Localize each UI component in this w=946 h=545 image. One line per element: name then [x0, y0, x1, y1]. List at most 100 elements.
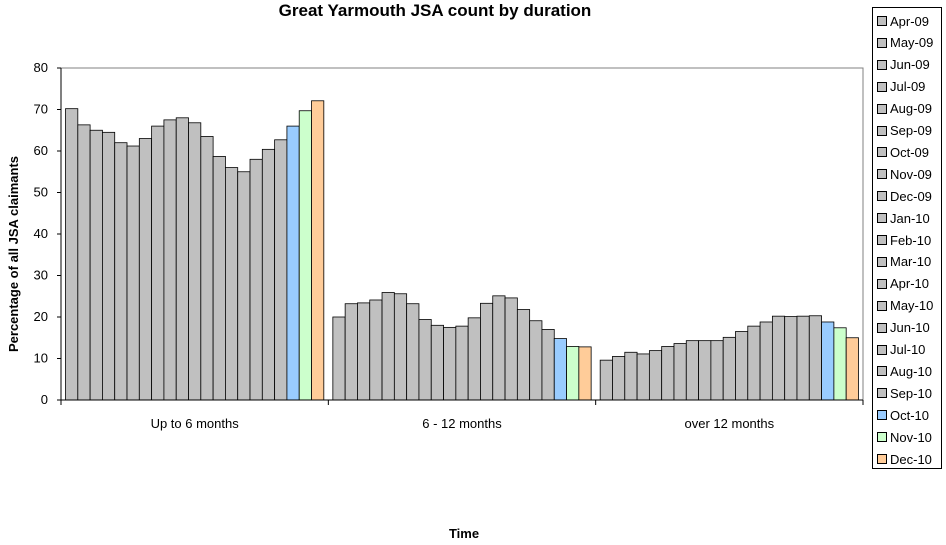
- bar: [636, 353, 650, 401]
- legend-swatch: [877, 16, 887, 26]
- bar: [369, 299, 383, 401]
- legend-swatch: [877, 213, 887, 224]
- legend-item: Mar-10: [877, 254, 931, 270]
- legend-label: Dec-10: [890, 451, 932, 467]
- y-tick-label: 20: [34, 309, 48, 324]
- bar: [735, 331, 749, 401]
- legend-label: Jul-10: [890, 342, 926, 357]
- bar: [65, 108, 79, 401]
- bar: [430, 324, 444, 401]
- bar: [808, 315, 822, 401]
- legend-label: Feb-10: [890, 232, 932, 248]
- chart-title: Great Yarmouth JSA count by duration: [279, 1, 592, 20]
- legend-item: Jan-10: [877, 210, 930, 226]
- bar: [344, 303, 358, 401]
- bar: [298, 110, 312, 401]
- bar: [833, 327, 847, 401]
- x-tick-label: over 12 months: [685, 416, 775, 431]
- legend-item: May-10: [877, 298, 933, 314]
- bar: [455, 325, 469, 401]
- bar: [188, 122, 202, 401]
- bar: [480, 302, 494, 401]
- y-tick-label: 80: [34, 60, 48, 75]
- y-tick-label: 40: [34, 226, 48, 241]
- plot-area: 0 10 20 30 40 50 60 70 80 Up to 6 months 6 - 12 mo…: [34, 60, 864, 431]
- bar: [685, 340, 699, 401]
- bar: [249, 158, 263, 401]
- legend-label: Apr-10: [890, 276, 930, 292]
- legend-swatch: [877, 366, 887, 377]
- y-tick-label: 70: [34, 102, 48, 117]
- bar: [237, 171, 251, 401]
- legend-item: Sep-10: [877, 385, 932, 401]
- legend-swatch: [877, 59, 887, 70]
- bar: [759, 321, 773, 401]
- legend-label: Nov-10: [890, 429, 932, 445]
- legend-swatch: [877, 388, 887, 399]
- legend-swatch: [877, 344, 887, 355]
- bar: [406, 303, 420, 401]
- bar: [599, 359, 613, 401]
- legend-item: Dec-10: [877, 451, 932, 467]
- legend-label: Apr-09: [890, 13, 930, 29]
- legend-swatch: [877, 169, 887, 180]
- bar: [274, 139, 288, 401]
- legend-label: Oct-10: [890, 407, 930, 423]
- legend-swatch: [877, 81, 887, 92]
- y-tick-label: 60: [34, 143, 48, 158]
- legend-item: Oct-10: [877, 407, 929, 423]
- bar: [784, 316, 798, 401]
- bar: [200, 136, 214, 401]
- legend-swatch: [877, 191, 887, 202]
- legend-item: Nov-09: [877, 166, 932, 182]
- legend-label: Nov-09: [890, 166, 932, 182]
- x-tick-label: 6 - 12 months: [422, 416, 502, 431]
- bar: [710, 340, 724, 401]
- legend-item: Sep-09: [877, 123, 932, 139]
- y-tick-label: 10: [34, 351, 48, 366]
- bar: [261, 148, 276, 401]
- legend-label: Jun-10: [890, 320, 930, 336]
- legend-swatch: [877, 147, 887, 158]
- bar: [311, 100, 325, 401]
- legend-label: Jul-09: [890, 79, 926, 95]
- x-axis-label: Time: [449, 526, 479, 541]
- legend-label: Aug-10: [890, 363, 932, 379]
- bar: [418, 319, 432, 401]
- bar: [796, 315, 810, 401]
- bar: [698, 340, 712, 401]
- legend-swatch: [877, 235, 887, 245]
- legend-item: Apr-10: [877, 276, 929, 292]
- bar: [332, 316, 346, 401]
- legend-label: May-09: [890, 35, 934, 51]
- bar: [467, 317, 481, 401]
- legend-item: May-09: [877, 35, 933, 51]
- bar: [612, 356, 626, 401]
- legend-swatch: [877, 125, 887, 136]
- legend-swatch: [877, 103, 887, 114]
- legend-swatch: [877, 432, 887, 443]
- bar: [138, 138, 153, 401]
- bar: [516, 309, 531, 401]
- y-axis-label: Percentage of all JSA claimants: [6, 156, 21, 352]
- legend-item: Feb-10: [877, 232, 931, 248]
- bar: [102, 131, 116, 401]
- y-tick-label: 30: [34, 268, 48, 283]
- bar: [504, 297, 518, 401]
- bar: [77, 124, 91, 401]
- bar: [151, 125, 165, 401]
- bar: [661, 346, 675, 401]
- legend-swatch: [877, 322, 887, 333]
- legend-label: Sep-10: [890, 385, 932, 401]
- legend-label: Dec-09: [890, 188, 932, 204]
- bar: [578, 346, 592, 401]
- bar: [357, 302, 371, 401]
- legend-label: May-10: [890, 298, 934, 314]
- y-tick-label: 50: [34, 185, 48, 200]
- legend: Apr-09 May-09 Jun-09 Jul-09 Aug-09 Sep-09 Oct-…: [872, 7, 942, 469]
- legend-item: Jun-10: [877, 320, 930, 336]
- legend-label: Jun-09: [890, 57, 930, 73]
- bar: [541, 329, 555, 401]
- bar: [225, 167, 239, 401]
